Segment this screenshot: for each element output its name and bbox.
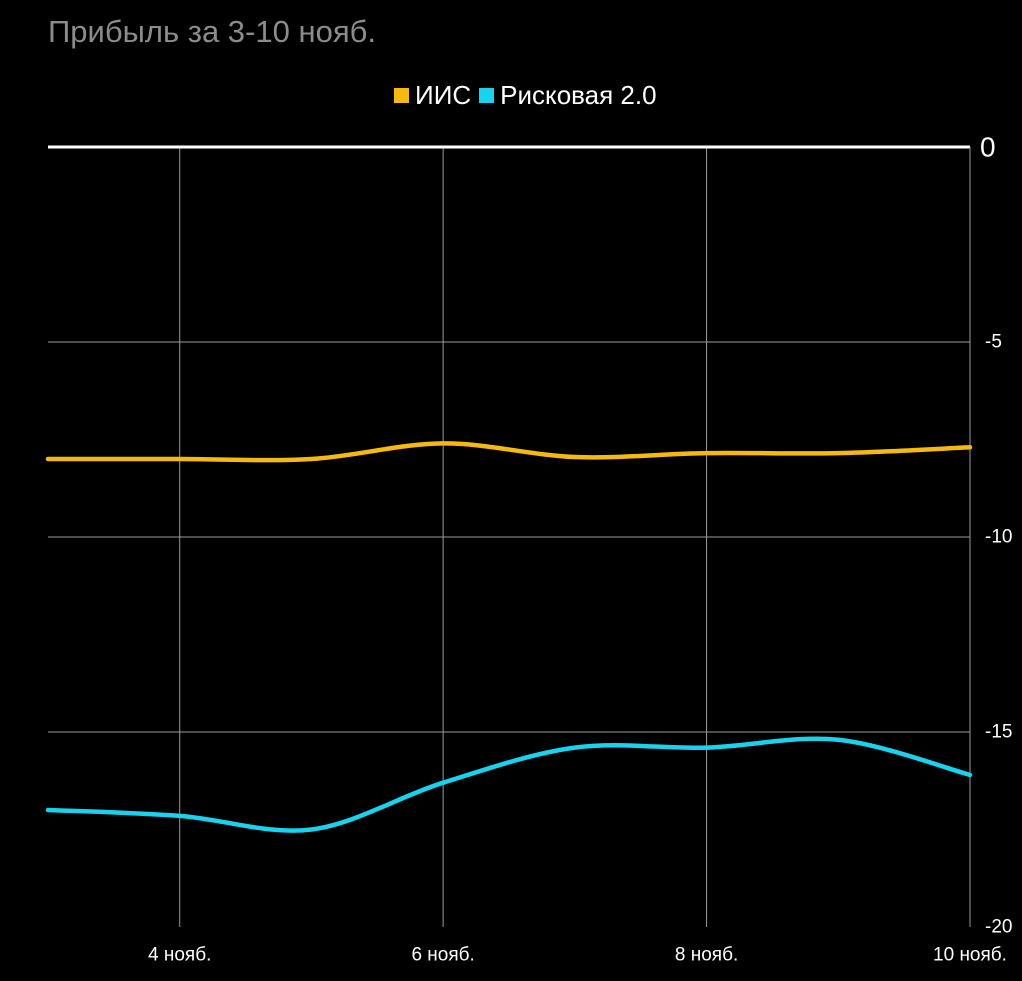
series-line-riskovaya — [45, 736, 973, 833]
legend-item-iis: ИИС — [394, 80, 471, 111]
series-line-iis — [45, 441, 973, 463]
y-tick-label: -5 — [985, 332, 1002, 353]
legend-label-iis: ИИС — [415, 79, 472, 110]
legend-item-riskovaya: Рисковая 2.0 — [479, 79, 657, 111]
x-tick-label: 10 нояб. — [933, 945, 1007, 966]
chart-legend: ИИС Рисковая 2.0 — [394, 78, 665, 112]
x-tick-label: 6 нояб. — [411, 945, 474, 966]
y-tick-label: -20 — [985, 917, 1012, 938]
y-tick-label: -10 — [985, 527, 1012, 548]
legend-label-riskovaya: Рисковая 2.0 — [500, 79, 657, 110]
legend-swatch-riskovaya — [479, 87, 495, 103]
y-tick-label: 0 — [980, 132, 996, 163]
chart-title: Прибыль за 3-10 нояб. — [48, 14, 376, 49]
y-tick-label: -15 — [985, 722, 1012, 743]
legend-swatch-iis — [394, 87, 409, 103]
x-tick-label: 8 нояб. — [675, 945, 738, 966]
x-tick-label: 4 нояб. — [148, 945, 211, 966]
